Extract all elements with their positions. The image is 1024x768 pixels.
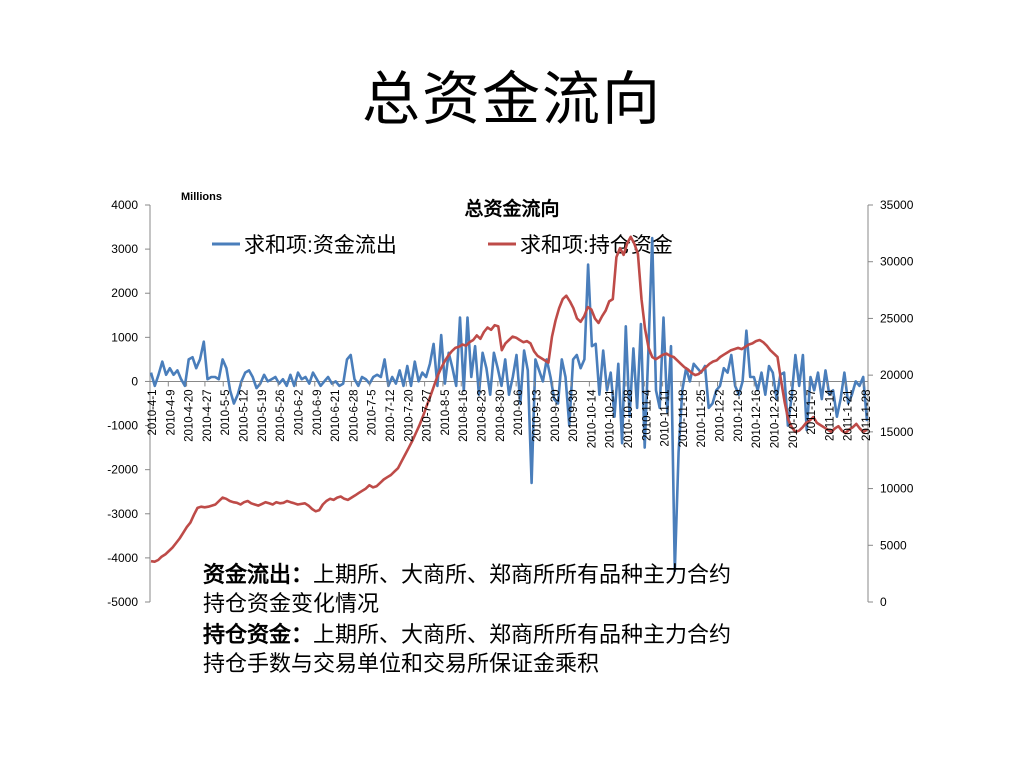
x-tick-labels: 2010-4-1 2010-4-9 2010-4-20 2010-4-27 2010-5… — [147, 381, 873, 448]
x-tick-label: 2010-8-5 — [440, 389, 452, 435]
y-left-tick-label: 3000 — [111, 242, 138, 256]
legend: 求和项:资金流出 求和项:持仓资金 — [212, 234, 673, 257]
x-tick-label: 2010-7-12 — [385, 389, 397, 441]
y-left-tick-label: -3000 — [107, 507, 138, 521]
x-tick-label: 2010-10-21 — [605, 389, 617, 448]
x-tick-label: 2010-12-9 — [733, 389, 745, 441]
x-tick-label: 2010-11-4 — [641, 389, 653, 441]
x-tick-label: 2010-6-9 — [312, 389, 324, 435]
y-left-tick-label: 2000 — [111, 286, 138, 300]
x-tick-label: 2010-11-11 — [660, 389, 672, 446]
x-tick-label: 2010-5-26 — [275, 389, 287, 441]
note-outflow: 资金流出：上期所、大商所、郑商所所有品种主力合约持仓资金变化情况 — [203, 561, 748, 619]
slide-title: 总资金流向 — [361, 65, 662, 133]
x-tick-label: 2010-10-28 — [623, 389, 635, 448]
x-tick-label: 2011-1-28 — [861, 389, 873, 441]
x-tick-label: 2010-7-5 — [367, 389, 379, 435]
x-tick-label: 2010-9-20 — [550, 389, 562, 441]
x-tick-label: 2010-4-1 — [147, 389, 159, 435]
x-tick-label: 2010-8-16 — [458, 389, 470, 441]
x-tick-label: 2011-1-7 — [806, 389, 818, 434]
x-tick-label: 2010-12-2 — [715, 389, 727, 441]
y-right-tick-label: 20000 — [880, 368, 914, 382]
note-holding-term: 持仓资金： — [203, 622, 314, 648]
y-left-tick-label: 1000 — [111, 330, 138, 344]
y-right-tick-label: 0 — [880, 595, 887, 609]
x-tick-label: 2010-6-28 — [348, 389, 360, 441]
y-right-tick-label: 25000 — [880, 311, 914, 325]
x-tick-label: 2010-12-16 — [751, 389, 763, 448]
x-tick-label: 2010-4-27 — [202, 389, 214, 441]
x-tick-label: 2010-12-23 — [769, 389, 781, 448]
x-tick-label: 2010-6-21 — [330, 389, 342, 441]
x-tick-label: 2010-12-30 — [788, 389, 800, 448]
x-tick-label: 2011-1-21 — [843, 389, 855, 441]
x-tick-label: 2010-9-30 — [568, 389, 580, 441]
x-tick-label: 2011-1-14 — [824, 389, 836, 441]
y-left-tick-label: -1000 — [107, 419, 138, 433]
y-left-tick-label: -2000 — [107, 463, 138, 477]
units-label: Millions — [181, 191, 222, 203]
y-right-tick-label: 35000 — [880, 198, 914, 212]
y-right-tick-label: 5000 — [880, 538, 907, 552]
chart-title: 总资金流向 — [464, 197, 559, 220]
series-layer — [149, 235, 869, 573]
y-right-tick-label: 10000 — [880, 482, 914, 496]
y-left-tick-label: -4000 — [107, 551, 138, 565]
legend-label-holding: 求和项:持仓资金 — [520, 234, 673, 257]
x-tick-label: 2010-8-23 — [477, 389, 489, 441]
x-tick-label: 2010-7-27 — [422, 389, 434, 441]
y-right-tick-label: 30000 — [880, 255, 914, 269]
y-left-tick-label: 4000 — [111, 198, 138, 212]
legend-label-outflow: 求和项:资金流出 — [244, 234, 397, 257]
x-tick-label: 2010-4-9 — [165, 389, 177, 435]
x-tick-label: 2010-10-14 — [586, 389, 598, 448]
x-tick-label: 2010-9-6 — [513, 389, 525, 435]
x-tick-label: 2010-11-18 — [678, 389, 690, 447]
note-holding-text: 上期所、大商所、郑商所所有品种主力合约持仓手数与交易单位和交易所保证金乘积 — [203, 623, 732, 677]
x-tick-label: 2010-5-12 — [239, 389, 251, 441]
x-tick-label: 2010-11-25 — [696, 389, 708, 447]
x-tick-label: 2010-7-20 — [403, 389, 415, 441]
y-left-tick-label: 0 — [131, 374, 138, 388]
note-outflow-text: 上期所、大商所、郑商所所有品种主力合约持仓资金变化情况 — [203, 563, 732, 617]
x-tick-label: 2010-5-5 — [220, 389, 232, 435]
series-line-holding — [150, 235, 868, 564]
x-tick-label: 2010-4-20 — [184, 389, 196, 441]
x-tick-label: 2010-6-2 — [293, 389, 305, 435]
x-tick-label: 2010-5-19 — [257, 389, 269, 441]
x-tick-label: 2010-9-13 — [531, 389, 543, 441]
note-holding: 持仓资金：上期所、大商所、郑商所所有品种主力合约持仓手数与交易单位和交易所保证金… — [203, 621, 748, 679]
note-outflow-term: 资金流出： — [203, 562, 314, 588]
x-tick-label: 2010-8-30 — [495, 389, 507, 441]
y-left-tick-label: -5000 — [107, 595, 138, 609]
y-right-tick-label: 15000 — [880, 425, 914, 439]
